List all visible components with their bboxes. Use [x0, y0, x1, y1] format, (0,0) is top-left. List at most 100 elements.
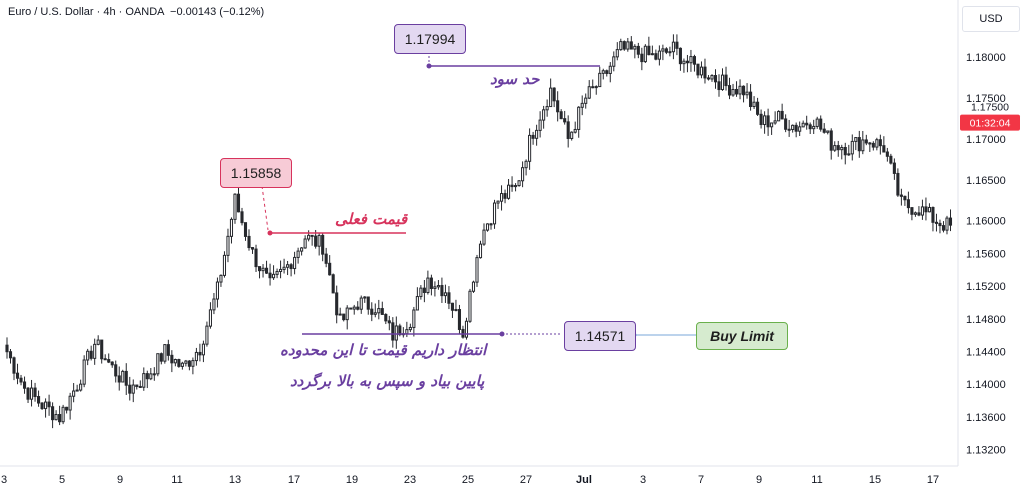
candle-body — [573, 128, 577, 133]
candle-body — [784, 118, 788, 130]
x-tick-label: 15 — [869, 474, 881, 486]
candle-body — [766, 115, 770, 128]
candle-body — [103, 358, 107, 361]
y-tick-label: 1.17500 — [966, 93, 1006, 105]
x-tick-label: 3 — [1, 474, 7, 486]
candle-body — [710, 75, 714, 80]
candle-body — [871, 142, 875, 148]
candle-body — [415, 296, 419, 311]
candle-body — [135, 384, 139, 387]
target-label: حد سود — [490, 70, 540, 88]
candle-body — [408, 326, 412, 331]
candle-body — [166, 344, 170, 356]
candle-body — [906, 199, 910, 209]
y-tick-label: 1.13600 — [966, 412, 1006, 424]
candle-body — [612, 56, 616, 67]
candle-body — [131, 384, 135, 394]
x-tick-label: 3 — [640, 474, 646, 486]
candle-body — [492, 202, 497, 225]
candle-body — [345, 307, 349, 321]
candle-body — [727, 85, 732, 96]
candle-body — [913, 212, 917, 215]
candle-body — [794, 124, 798, 132]
candle-body — [633, 45, 637, 50]
candle-body — [26, 387, 30, 400]
candle-body — [433, 286, 437, 289]
x-tick-label: Jul — [576, 474, 592, 486]
candle-body — [191, 360, 195, 367]
candle-body — [422, 287, 426, 294]
candle-body — [489, 223, 493, 226]
candle-body — [303, 238, 307, 249]
candle-body — [675, 41, 679, 49]
candle-body — [314, 235, 318, 247]
x-tick-label: 17 — [288, 474, 300, 486]
x-tick-label: 17 — [927, 474, 939, 486]
candle-body — [699, 66, 704, 76]
candle-body — [15, 372, 20, 379]
candle-body — [426, 277, 430, 294]
candle-body — [293, 256, 297, 270]
candle-body — [12, 357, 16, 374]
candle-body — [692, 56, 697, 65]
candle-body — [117, 375, 121, 383]
candle-body — [485, 223, 490, 231]
candle-body — [538, 119, 542, 131]
candle-body — [749, 91, 753, 108]
candle-body — [128, 384, 132, 394]
candle-body — [910, 207, 914, 215]
candle-body — [822, 128, 826, 133]
candle-body — [521, 167, 525, 182]
price-badge-timer: 01:32:04 — [970, 118, 1011, 130]
candle-body — [731, 88, 735, 96]
candle-body — [33, 387, 37, 398]
candle-body — [387, 320, 391, 324]
candle-body — [524, 160, 528, 169]
candle-body — [121, 370, 125, 383]
candle-body — [517, 180, 521, 187]
candle-body — [664, 48, 668, 53]
y-tick-label: 1.16000 — [966, 216, 1006, 228]
candle-body — [854, 137, 858, 142]
candle-body — [180, 362, 184, 367]
candle-body — [878, 139, 882, 147]
candle-body — [222, 254, 227, 276]
candle-body — [194, 351, 198, 362]
candle-body — [647, 45, 651, 56]
currency-button[interactable]: USD — [962, 6, 1020, 32]
symbol-title: Euro / U.S. Dollar · 4h · OANDA — [8, 6, 164, 18]
candle-body — [170, 354, 174, 364]
candle-body — [328, 262, 332, 276]
candle-body — [352, 306, 356, 310]
candle-body — [261, 267, 265, 272]
candle-body — [777, 110, 781, 122]
candle-body — [317, 234, 321, 247]
candle-body — [619, 41, 623, 51]
candle-body — [8, 351, 13, 359]
candle-body — [875, 139, 879, 148]
candle-body — [720, 74, 725, 91]
candle-body — [96, 339, 100, 345]
candle-body — [443, 292, 447, 297]
candle-body — [79, 383, 83, 391]
candle-body — [829, 130, 833, 151]
candle-body — [107, 359, 111, 363]
candle-body — [40, 402, 44, 410]
candle-body — [885, 151, 889, 157]
candle-body — [542, 109, 546, 121]
candle-body — [205, 325, 209, 345]
candle-body — [208, 309, 212, 327]
candle-body — [650, 53, 654, 56]
candle-body — [815, 118, 819, 127]
candle-body — [240, 211, 244, 224]
candle-body — [861, 139, 865, 152]
candle-body — [864, 139, 868, 144]
candles-group — [5, 34, 953, 429]
candle-body — [349, 307, 353, 310]
candle-body — [380, 308, 384, 315]
order-type-callout: Buy Limit — [696, 322, 788, 350]
candle-body — [233, 193, 237, 220]
candle-body — [545, 106, 549, 111]
candle-body — [678, 47, 682, 65]
